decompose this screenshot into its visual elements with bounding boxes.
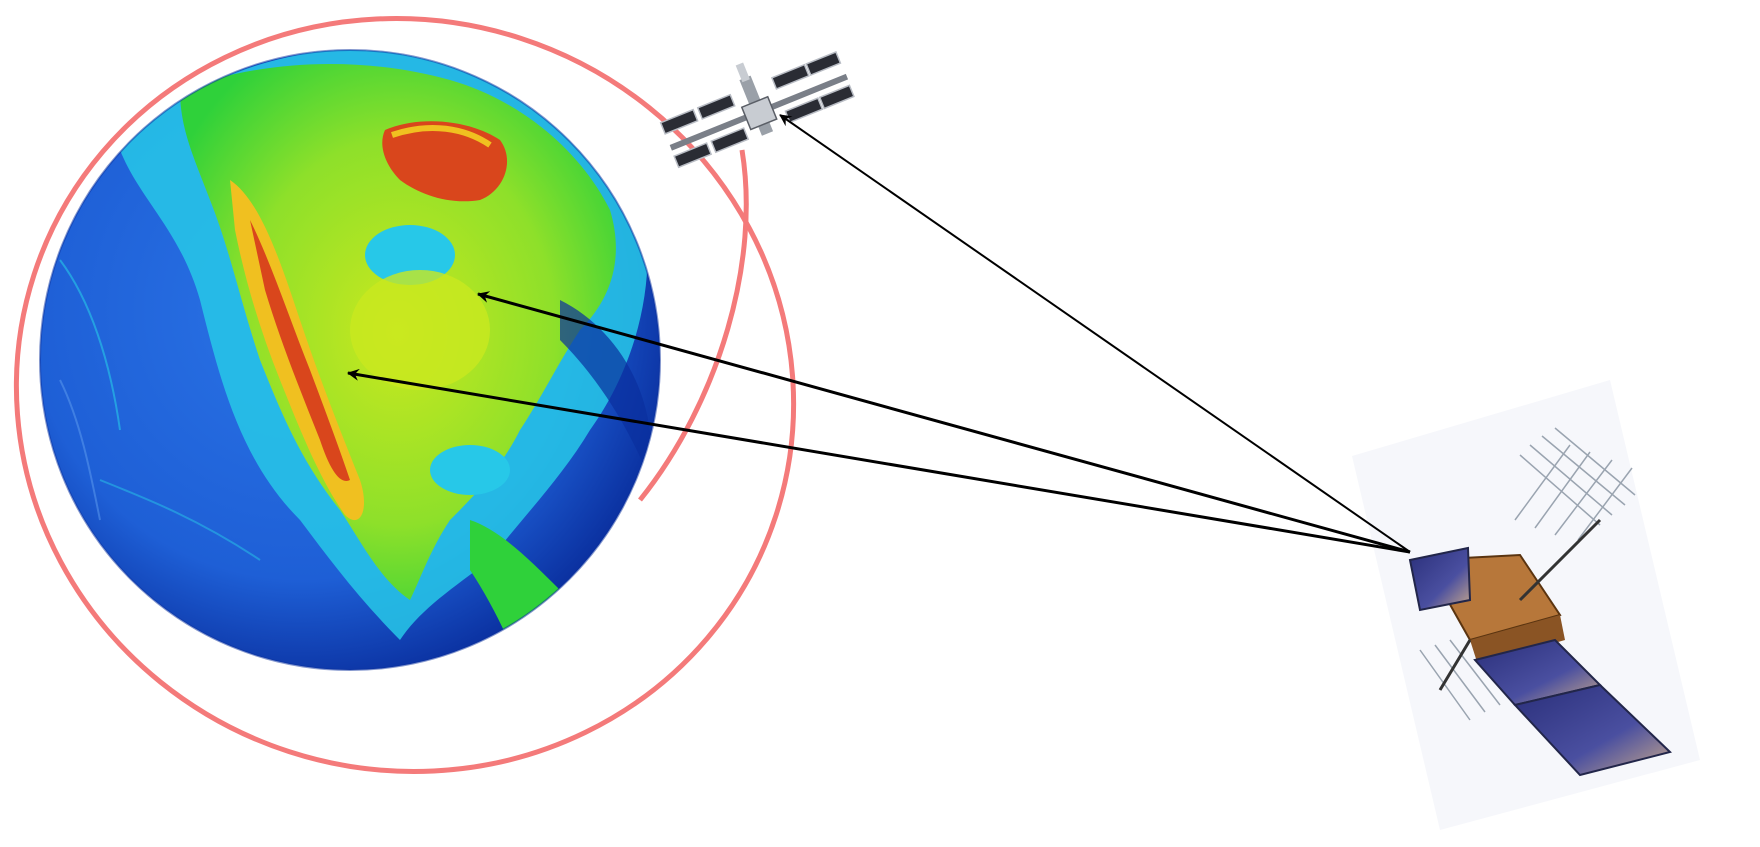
earth-globe [39, 49, 661, 671]
orbit-ellipse [13, 16, 797, 774]
signal-line-to-station [779, 114, 1411, 553]
gps-satellite-icon [1352, 380, 1700, 830]
orbit-front-arc [638, 149, 749, 502]
space-station-icon [659, 50, 855, 169]
signal-line-to-earth-east [477, 291, 1411, 554]
signal-lines [347, 114, 1411, 554]
signal-line-to-earth-west [347, 368, 1411, 554]
